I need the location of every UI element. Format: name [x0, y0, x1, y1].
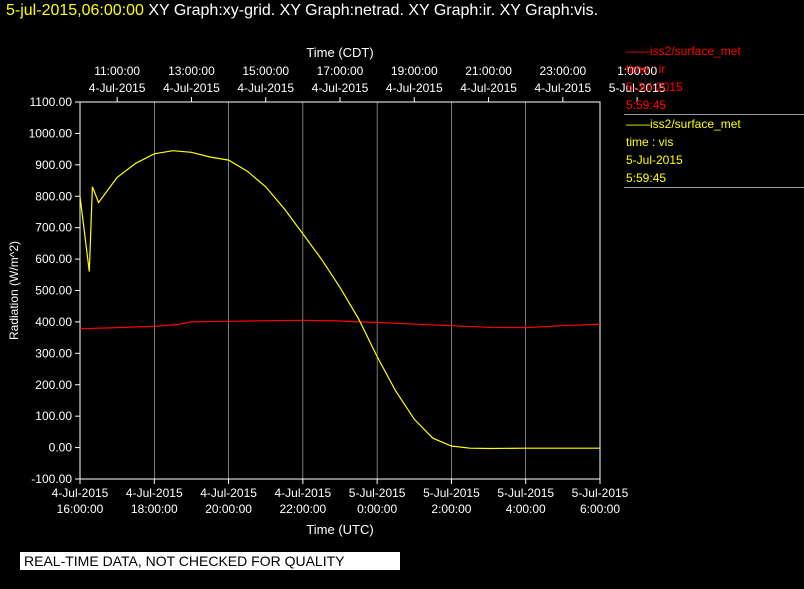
y-tick-label: -100.00: [31, 472, 72, 486]
legend-ir-vars: time : ir: [626, 62, 666, 76]
legend-vis-date: 5-Jul-2015: [626, 153, 683, 167]
x-tick-time: 22:00:00: [279, 502, 326, 516]
x2-tick-time: 11:00:00: [94, 64, 140, 78]
y-tick-label: 900.00: [35, 158, 72, 172]
header-timestamp: 5-jul-2015,06:00:00: [6, 2, 144, 19]
x-tick-date: 5-Jul-2015: [349, 486, 406, 500]
series-line-vis: [79, 150, 600, 450]
y-tick-label: 400.00: [35, 315, 72, 329]
x2-tick-time: 13:00:00: [168, 64, 215, 78]
legend-entry-vis: ——iss2/surface_met time : vis 5-Jul-2015…: [624, 115, 804, 188]
x2-tick-date: 4-Jul-2015: [163, 81, 220, 95]
x2-tick-time: 23:00:00: [539, 64, 586, 78]
x-tick-date: 5-Jul-2015: [572, 486, 629, 500]
x-tick-time: 4:00:00: [506, 502, 546, 516]
y-tick-label: 600.00: [35, 252, 72, 266]
x2-tick-date: 4-Jul-2015: [535, 81, 592, 95]
x2-tick-date: 5-Jul-2015: [609, 81, 666, 95]
y-tick-label: 800.00: [35, 189, 72, 203]
x-tick-time: 2:00:00: [431, 502, 471, 516]
x-tick-date: 4-Jul-2015: [126, 486, 183, 500]
x-tick-time: 16:00:00: [57, 502, 104, 516]
x2-tick-time: 21:00:00: [465, 64, 512, 78]
x-tick-date: 5-Jul-2015: [497, 486, 554, 500]
x2-tick-time: 15:00:00: [242, 64, 289, 78]
x2-tick-time: 17:00:00: [317, 64, 364, 78]
x2-tick-date: 4-Jul-2015: [460, 81, 517, 95]
legend-vis-series: iss2/surface_met: [650, 117, 741, 131]
legend-vis-time: 5:59:45: [626, 171, 667, 185]
x2-tick-date: 4-Jul-2015: [237, 81, 294, 95]
graph-header: 5-jul-2015,06:00:00 XY Graph:xy-grid. XY…: [6, 2, 598, 20]
y-tick-label: 300.00: [35, 346, 72, 360]
x-tick-time: 6:00:00: [580, 502, 620, 516]
x2-tick-time: 19:00:00: [391, 64, 438, 78]
x2-tick-date: 4-Jul-2015: [89, 81, 146, 95]
legend-entry-ir: ——iss2/surface_met time : ir 5-Jul-2015 …: [624, 42, 804, 115]
x-tick-time: 0:00:00: [357, 502, 397, 516]
y-tick-label: 1100.00: [30, 95, 73, 109]
x-axis-label: Time (UTC): [306, 522, 373, 537]
y-tick-label: 200.00: [35, 378, 72, 392]
x-tick-time: 20:00:00: [205, 502, 252, 516]
legend-ir-date: 5-Jul-2015: [626, 80, 683, 94]
quality-banner: REAL-TIME DATA, NOT CHECKED FOR QUALITY: [20, 552, 400, 570]
x-tick-time: 18:00:00: [131, 502, 178, 516]
x2-tick-date: 4-Jul-2015: [386, 81, 443, 95]
x2-axis-label: Time (CDT): [306, 45, 373, 60]
y-tick-label: 0.00: [49, 441, 73, 455]
y-tick-label: 700.00: [35, 221, 72, 235]
legend-ir-series: iss2/surface_met: [650, 44, 741, 58]
y-tick-label: 500.00: [35, 284, 72, 298]
x-tick-date: 4-Jul-2015: [200, 486, 257, 500]
y-tick-label: 100.00: [35, 409, 72, 423]
x-tick-date: 4-Jul-2015: [275, 486, 332, 500]
x-tick-date: 4-Jul-2015: [52, 486, 109, 500]
x-tick-date: 5-Jul-2015: [423, 486, 480, 500]
y-tick-label: 1000.00: [29, 126, 73, 140]
plot-frame: [79, 101, 601, 480]
y-axis-label: Radiation (W/m^2): [7, 241, 21, 340]
legend: ——iss2/surface_met time : ir 5-Jul-2015 …: [624, 42, 804, 188]
legend-ir-time: 5:59:45: [626, 98, 667, 112]
legend-vis-vars: time : vis: [626, 135, 674, 149]
header-graph-list: XY Graph:xy-grid. XY Graph:netrad. XY Gr…: [148, 2, 599, 19]
x2-tick-time: 1:00:00: [617, 64, 657, 78]
x2-tick-date: 4-Jul-2015: [312, 81, 369, 95]
series-line-ir: [79, 319, 601, 330]
